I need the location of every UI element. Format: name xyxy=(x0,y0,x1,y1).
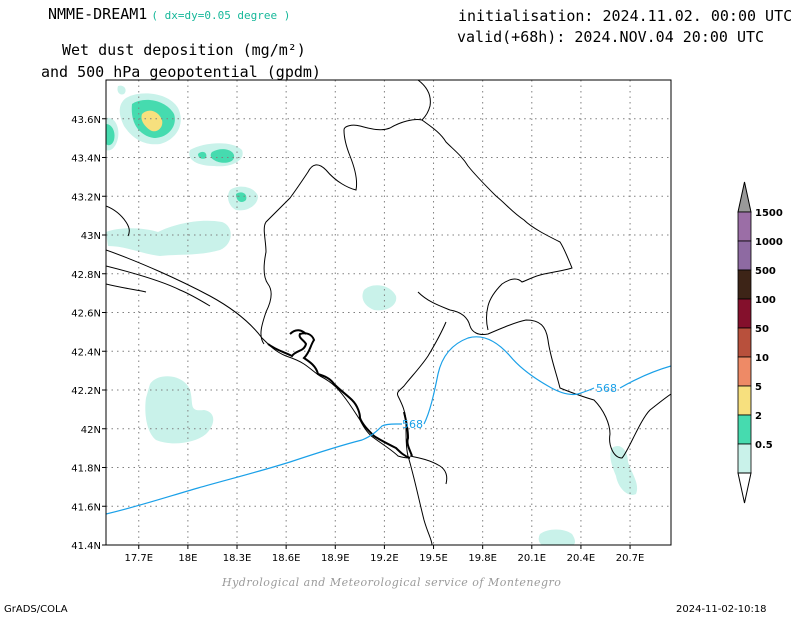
contour-labels: 568 568 xyxy=(402,382,617,431)
latitude-tick-label: 41.4N xyxy=(71,541,101,552)
contour-label: 568 xyxy=(596,382,617,395)
coastline xyxy=(409,455,448,485)
dust-patch xyxy=(117,85,126,95)
generation-timestamp: 2024-11-02-10:18 xyxy=(676,604,767,615)
latitude-tick-label: 41.6N xyxy=(71,502,101,513)
colorbar-label: 1000 xyxy=(755,237,783,248)
initialisation-time: initialisation: 2024.11.02. 00:00 UTC xyxy=(458,7,793,25)
dust-patch xyxy=(236,192,247,202)
colorbar-top-arrow xyxy=(737,181,752,213)
geopotential-contour-568 xyxy=(106,336,671,515)
montenegro-coast-detail xyxy=(267,329,413,459)
longitude-tick-label: 18.6E xyxy=(272,553,301,564)
coastline xyxy=(106,283,147,293)
coastline xyxy=(106,265,211,307)
colorbar-label: 5 xyxy=(755,382,762,393)
latitude-tick-label: 43.6N xyxy=(71,115,101,126)
colorbar-label: 500 xyxy=(755,266,776,277)
software-label: GrADS/COLA xyxy=(4,604,68,615)
dust-patch xyxy=(106,124,115,146)
border-line xyxy=(397,321,447,457)
longitude-tick-label: 18.9E xyxy=(321,553,350,564)
model-title: NMME-DREAM1( dx=dy=0.05 degree ) xyxy=(48,5,290,23)
colorbar-label: 2 xyxy=(755,411,762,422)
latitude-tick-label: 43.4N xyxy=(71,154,101,165)
contour-label: 568 xyxy=(402,418,423,431)
dust-patch xyxy=(106,220,231,256)
valid-time: valid(+68h): 2024.NOV.04 20:00 UTC xyxy=(457,28,765,46)
model-name: NMME-DREAM1 xyxy=(48,5,148,23)
product-title-line2: and 500 hPa geopotential (gpdm) xyxy=(41,63,321,81)
coastline xyxy=(403,411,413,457)
dust-patch xyxy=(210,149,235,163)
latitude-tick-label: 42.6N xyxy=(71,309,101,320)
border-line xyxy=(421,119,573,331)
colorbar-label: 50 xyxy=(755,324,769,335)
dust-patch xyxy=(145,376,214,444)
latitude-tick-labels: 41.4N 41.6N 41.8N 42N 42.2N 42.4N 42.6N 42.8N 43… xyxy=(71,115,106,552)
coastline xyxy=(289,329,307,335)
colorbar-label: 10 xyxy=(755,353,769,364)
longitude-tick-label: 17.7E xyxy=(124,553,153,564)
longitude-tick-label: 20.1E xyxy=(518,553,547,564)
latitude-tick-label: 42.4N xyxy=(71,347,101,358)
coastlines-borders xyxy=(106,80,671,545)
longitude-tick-label: 19.8E xyxy=(468,553,497,564)
latitude-tick-label: 42N xyxy=(81,425,101,436)
latitude-tick-label: 42.8N xyxy=(71,270,101,281)
map-gridlines xyxy=(106,80,671,545)
coastline xyxy=(267,332,411,459)
dust-deposition-field xyxy=(106,85,638,545)
longitude-tick-label: 20.4E xyxy=(567,553,596,564)
colorbar-swatch xyxy=(737,385,752,416)
credit-text: Hydrological and Meteorological service … xyxy=(222,576,562,589)
colorbar-swatch xyxy=(737,327,752,358)
latitude-tick-label: 43N xyxy=(81,231,101,242)
latitude-tick-label: 43.2N xyxy=(71,192,101,203)
border-line xyxy=(417,291,671,459)
longitude-tick-label: 20.7E xyxy=(616,553,645,564)
colorbar-swatch xyxy=(737,211,752,242)
dust-patch xyxy=(141,110,163,132)
colorbar-swatch xyxy=(737,443,752,474)
colorbar-label: 100 xyxy=(755,295,776,306)
contour-line xyxy=(106,336,671,515)
longitude-tick-label: 19.5E xyxy=(419,553,448,564)
border-line xyxy=(106,205,130,237)
coastline xyxy=(407,455,433,545)
colorbar-swatch xyxy=(737,240,752,271)
colorbar-bottom-arrow xyxy=(737,472,752,504)
longitude-tick-label: 19.2E xyxy=(370,553,399,564)
colorbar-swatch xyxy=(737,414,752,445)
product-title-line1: Wet dust deposition (mg/m²) xyxy=(62,41,306,59)
latitude-tick-label: 42.2N xyxy=(71,386,101,397)
dust-patch xyxy=(538,529,575,545)
colorbar-label: 1500 xyxy=(755,208,783,219)
model-resolution: ( dx=dy=0.05 degree ) xyxy=(151,9,291,22)
colorbar: 1500 1000 500 100 50 10 5 2 0.5 xyxy=(737,181,783,504)
colorbar-swatch xyxy=(737,298,752,329)
longitude-tick-label: 18.3E xyxy=(223,553,252,564)
longitude-tick-label: 18E xyxy=(178,553,197,564)
longitude-tick-labels: 17.7E 18E 18.3E 18.6E 18.9E 19.2E 19.5E 19.8E 20… xyxy=(124,545,644,564)
border-line xyxy=(260,80,431,345)
colorbar-swatch xyxy=(737,356,752,387)
dust-patch xyxy=(362,285,397,311)
colorbar-swatch xyxy=(737,269,752,300)
latitude-tick-label: 41.8N xyxy=(71,464,101,475)
colorbar-label: 0.5 xyxy=(755,440,773,451)
